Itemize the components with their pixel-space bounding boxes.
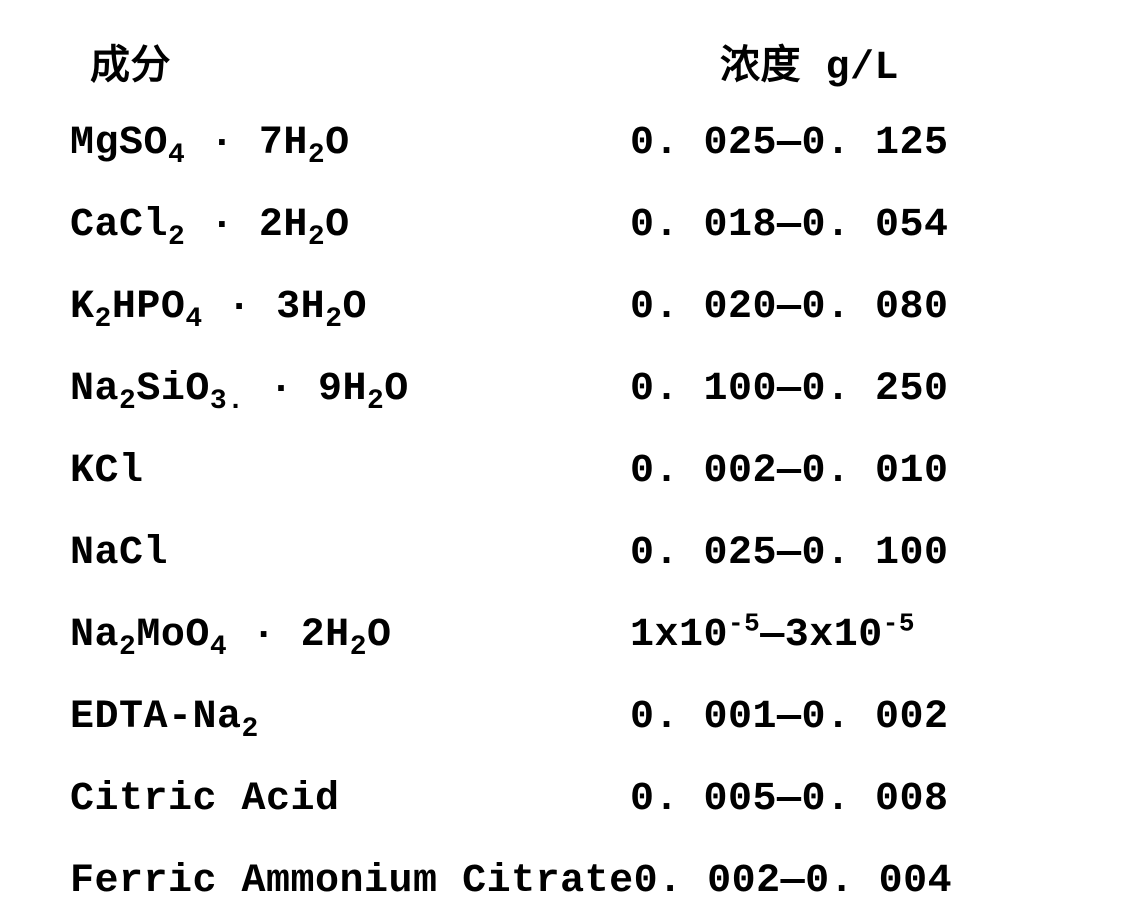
component-formula: NaCl <box>70 531 630 576</box>
component-formula: Na2MoO4 · 2H2O <box>70 613 630 658</box>
concentration-value: 0. 001—0. 002 <box>630 695 1076 740</box>
table-row: EDTA-Na20. 001—0. 002 <box>70 676 1076 758</box>
component-formula: Citric Acid <box>70 777 630 822</box>
concentration-value: 1x10-5—3x10-5 <box>630 613 1076 658</box>
table-row: Na2SiO3. · 9H2O0. 100—0. 250 <box>70 348 1076 430</box>
component-formula: K2HPO4 · 3H2O <box>70 285 630 330</box>
composition-table: 成分 浓度 g/L MgSO4 · 7H2O0. 025—0. 125CaCl2… <box>0 0 1146 922</box>
concentration-value: 0. 018—0. 054 <box>630 203 1076 248</box>
concentration-value: 0. 025—0. 100 <box>630 531 1076 576</box>
table-row: KCl0. 002—0. 010 <box>70 430 1076 512</box>
concentration-value: 0. 020—0. 080 <box>630 285 1076 330</box>
concentration-value: 0. 002—0. 004 <box>634 859 1076 904</box>
concentration-value: 0. 100—0. 250 <box>630 367 1076 412</box>
concentration-value: 0. 005—0. 008 <box>630 777 1076 822</box>
component-formula: KCl <box>70 449 630 494</box>
table-row: Citric Acid0. 005—0. 008 <box>70 758 1076 840</box>
component-formula: CaCl2 · 2H2O <box>70 203 630 248</box>
table-row: K2HPO4 · 3H2O0. 020—0. 080 <box>70 266 1076 348</box>
header-concentration: 浓度 g/L <box>650 32 1076 91</box>
table-header-row: 成分 浓度 g/L <box>70 20 1076 102</box>
component-formula: EDTA-Na2 <box>70 695 630 740</box>
table-row: MgSO4 · 7H2O0. 025—0. 125 <box>70 102 1076 184</box>
concentration-value: 0. 002—0. 010 <box>630 449 1076 494</box>
component-formula: Na2SiO3. · 9H2O <box>70 367 630 412</box>
table-row: Na2MoO4 · 2H2O1x10-5—3x10-5 <box>70 594 1076 676</box>
component-formula: Ferric Ammonium Citrate <box>70 859 634 904</box>
table-row: CaCl2 · 2H2O0. 018—0. 054 <box>70 184 1076 266</box>
table-row: Ferric Ammonium Citrate0. 002—0. 004 <box>70 840 1076 922</box>
table-body: MgSO4 · 7H2O0. 025—0. 125CaCl2 · 2H2O0. … <box>70 102 1076 922</box>
header-component: 成分 <box>70 32 650 91</box>
component-formula: MgSO4 · 7H2O <box>70 121 630 166</box>
concentration-value: 0. 025—0. 125 <box>630 121 1076 166</box>
table-row: NaCl0. 025—0. 100 <box>70 512 1076 594</box>
